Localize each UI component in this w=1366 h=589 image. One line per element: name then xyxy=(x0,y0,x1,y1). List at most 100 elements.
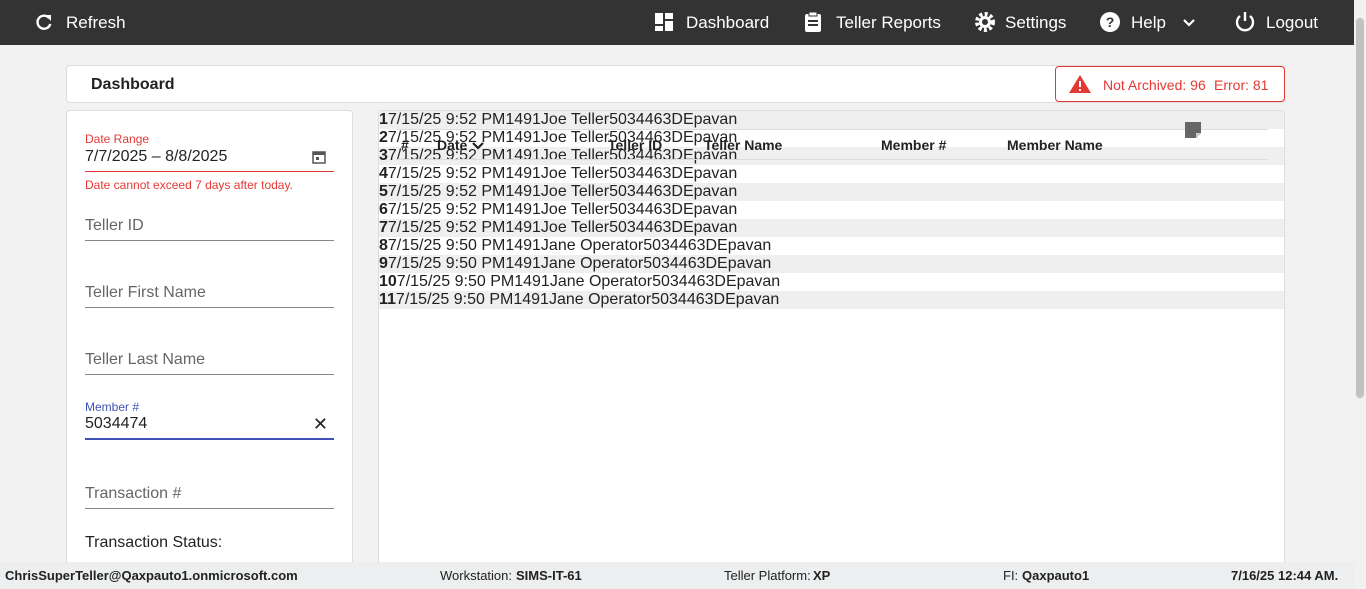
scrollbar[interactable] xyxy=(1354,0,1366,589)
dashboard-link[interactable]: Dashboard xyxy=(686,13,770,32)
date-range-input[interactable]: 7/7/2025 – 8/8/2025 xyxy=(85,148,334,172)
teller-last-name-placeholder: Teller Last Name xyxy=(85,351,206,368)
cell: 3 xyxy=(379,147,388,164)
cell: Joe Teller xyxy=(540,165,610,182)
settings-icon[interactable] xyxy=(974,11,996,33)
cell: 7/15/25 9:52 PM xyxy=(387,111,506,128)
teller-last-name-input[interactable]: Teller Last Name xyxy=(85,351,334,375)
sort-icon[interactable] xyxy=(472,142,484,150)
results-panel: # Date Teller ID Teller Name Member # Member … xyxy=(378,110,1285,580)
cell: 8 xyxy=(379,237,388,254)
help-chevron[interactable] xyxy=(1182,18,1196,28)
transaction-input[interactable]: Transaction # xyxy=(85,485,334,509)
cell: 11 xyxy=(379,291,396,308)
column-header: Member Name xyxy=(1007,137,1103,153)
cell: 7/15/25 9:50 PM xyxy=(395,291,514,308)
cell: 1491 xyxy=(505,129,541,146)
table-row[interactable]: 107/15/25 9:50 PM1491Jane Operator503446… xyxy=(379,122,1284,291)
cell: 2 xyxy=(379,129,388,146)
cell: 5 xyxy=(379,183,388,200)
cell: Joe Teller xyxy=(540,219,610,236)
cell: 1491 xyxy=(513,291,549,308)
cell: pavan xyxy=(736,273,781,290)
transaction-placeholder: Transaction # xyxy=(85,485,182,502)
cell: pavan xyxy=(693,219,738,236)
cell: pavan xyxy=(693,165,738,182)
cell: 7/15/25 9:50 PM xyxy=(387,255,506,272)
help-icon[interactable]: ? xyxy=(1099,11,1121,33)
cell: 5034463DE xyxy=(609,129,694,146)
cell: 7/15/25 9:52 PM xyxy=(387,201,506,218)
table-row[interactable]: 117/15/25 9:50 PM1491Jane Operator503446… xyxy=(379,122,1284,309)
cell: Jane Operator xyxy=(548,291,652,308)
member-value: 5034474 xyxy=(85,415,148,432)
footer-workstation: SIMS-IT-61 xyxy=(516,568,582,583)
cell: pavan xyxy=(727,255,772,272)
table-row[interactable]: 87/15/25 9:50 PM1491Jane Operator5034463… xyxy=(379,122,1284,255)
cell: 1491 xyxy=(505,255,541,272)
column-header: Member # xyxy=(881,137,947,153)
date-range-label: Date Range xyxy=(85,132,150,146)
table-row[interactable]: 77/15/25 9:52 PM1491Joe Teller5034463DEp… xyxy=(379,122,1284,237)
refresh-icon[interactable] xyxy=(34,12,54,32)
clear-icon[interactable]: ✕ xyxy=(312,414,328,434)
member-input[interactable]: 5034474 ✕ xyxy=(85,414,334,440)
footer-platform-label: Teller Platform: xyxy=(724,568,811,583)
cell: 5034463DE xyxy=(652,273,737,290)
alert-icon xyxy=(1069,75,1091,93)
reports-icon[interactable] xyxy=(804,11,824,33)
cell: 5034463DE xyxy=(609,201,694,218)
cell: pavan xyxy=(693,111,738,128)
cell: pavan xyxy=(693,183,738,200)
cell: 1491 xyxy=(505,219,541,236)
cell: 5034463DE xyxy=(609,165,694,182)
cell: 7/15/25 9:50 PM xyxy=(387,237,506,254)
column-header: Teller ID xyxy=(608,137,663,153)
logout-link[interactable]: Logout xyxy=(1266,13,1318,32)
cell: 4 xyxy=(379,165,388,182)
cell: 1491 xyxy=(505,183,541,200)
filter-panel: Date Range 7/7/2025 – 8/8/2025 Date cann… xyxy=(66,110,353,580)
table-row[interactable]: 17/15/25 9:52 PM1491Joe Teller5034463DEp… xyxy=(379,111,1284,138)
cell: Joe Teller xyxy=(540,183,610,200)
teller-id-placeholder: Teller ID xyxy=(85,217,144,234)
help-link[interactable]: Help xyxy=(1131,13,1166,32)
cell: 6 xyxy=(379,201,388,218)
settings-link[interactable]: Settings xyxy=(1005,13,1067,32)
cell: 5034463DE xyxy=(609,183,694,200)
dashboard-icon[interactable] xyxy=(655,12,675,32)
teller-first-name-input[interactable]: Teller First Name xyxy=(85,284,334,308)
calendar-icon[interactable] xyxy=(312,150,326,164)
cell: 5034463DE xyxy=(609,219,694,236)
table-row[interactable]: 47/15/25 9:52 PM1491Joe Teller5034463DEp… xyxy=(379,122,1284,183)
table-row[interactable]: 27/15/25 9:52 PM1491Joe Teller5034463DEp… xyxy=(379,122,1284,147)
date-error: Date cannot exceed 7 days after today. xyxy=(85,178,293,192)
cell: Joe Teller xyxy=(540,201,610,218)
table-row[interactable]: 97/15/25 9:50 PM1491Jane Operator5034463… xyxy=(379,122,1284,273)
footer-time: 7/16/25 12:44 AM. xyxy=(1231,568,1339,583)
refresh[interactable]: Refresh xyxy=(66,13,126,32)
note-icon[interactable] xyxy=(1185,122,1201,138)
member-label: Member # xyxy=(85,400,140,414)
teller-first-name-placeholder: Teller First Name xyxy=(85,284,206,301)
footer-fi-label: FI: xyxy=(1003,568,1019,583)
alert-box[interactable]: Not Archived: 96 Error: 81 xyxy=(1055,66,1285,102)
cell: 5034463DE xyxy=(651,291,736,308)
teller-reports-link[interactable]: Teller Reports xyxy=(836,13,941,32)
table-row[interactable]: 67/15/25 9:52 PM1491Joe Teller5034463DEp… xyxy=(379,122,1284,219)
cell: 5034463DE xyxy=(643,237,728,254)
column-header: Teller Name xyxy=(704,137,783,153)
cell: 7/15/25 9:52 PM xyxy=(387,219,506,236)
scroll-thumb[interactable] xyxy=(1356,18,1364,398)
date-range-value: 7/7/2025 – 8/8/2025 xyxy=(85,148,228,165)
cell: Joe Teller xyxy=(540,129,610,146)
cell: Joe Teller xyxy=(540,111,610,128)
table-row[interactable]: 57/15/25 9:52 PM1491Joe Teller5034463DEp… xyxy=(379,122,1284,201)
cell: 1491 xyxy=(505,111,541,128)
footer-user: ChrisSuperTeller@Qaxpauto1.onmicrosoft.c… xyxy=(5,568,298,583)
teller-id-input[interactable]: Teller ID xyxy=(85,217,334,241)
alert-error: Error: 81 xyxy=(1214,77,1269,93)
logout-icon[interactable] xyxy=(1234,11,1256,33)
cell: pavan xyxy=(735,291,780,308)
status-bar: ChrisSuperTeller@Qaxpauto1.onmicrosoft.c… xyxy=(0,562,1354,589)
